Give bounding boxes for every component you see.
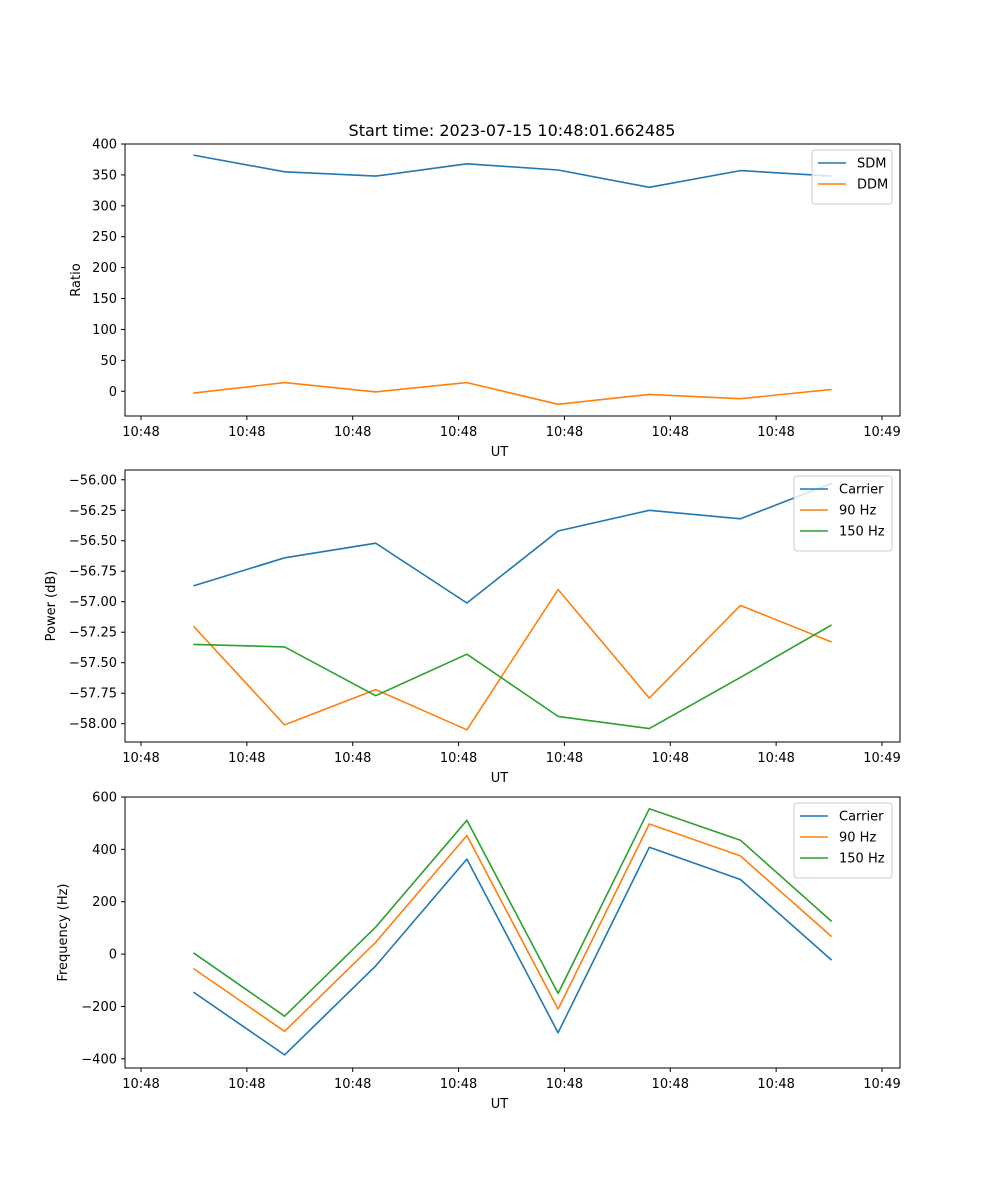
x-tick-label: 10:49 [863, 425, 900, 440]
x-axis-label: UT [491, 1097, 509, 1112]
x-tick-label: 10:48 [440, 425, 477, 440]
x-axis-label: UT [491, 771, 509, 786]
x-tick-label: 10:48 [228, 1077, 265, 1092]
legend-label: 150 Hz [839, 525, 885, 540]
legend-label: 150 Hz [839, 852, 885, 867]
y-tick-label: 400 [92, 138, 117, 153]
y-tick-label: −58.00 [69, 717, 117, 732]
plots: 0 50 100 150 200 250 300 350 400 10:48 10:48 10:48 1… [44, 138, 901, 1113]
x-tick-label: 10:48 [122, 751, 159, 766]
x-tick-label: 10:48 [228, 425, 265, 440]
y-axis-label: Power (dB) [44, 571, 59, 642]
y-tick-label: −56.25 [69, 504, 117, 519]
x-tick-label: 10:49 [863, 751, 900, 766]
legend-label: 90 Hz [839, 504, 876, 519]
y-tick-label: 0 [109, 385, 117, 400]
legend-box [793, 802, 893, 879]
legend: Carrier 90 Hz 150 Hz [793, 802, 893, 879]
y-axis-label: Ratio [69, 263, 84, 296]
x-tick-label: 10:48 [652, 425, 689, 440]
series-line-carrier [192, 846, 833, 1056]
series-line-150-hz [193, 624, 832, 730]
y-tick-label: 300 [92, 199, 117, 214]
y-tick-label: 250 [92, 230, 117, 245]
legend-label: Carrier [839, 810, 884, 825]
legend-label: DDM [857, 178, 888, 193]
y-axis-label: Frequency (Hz) [56, 883, 71, 981]
x-tick-label: 10:49 [863, 1077, 900, 1092]
series-line-sdm [193, 154, 832, 189]
y-tick-label: 200 [92, 261, 117, 276]
series-line-90-hz [192, 823, 833, 1033]
chart-panel-1: 0 50 100 150 200 250 300 350 400 10:48 10:48 10:48 1… [69, 138, 901, 461]
x-tick-label: 10:48 [652, 1077, 689, 1092]
plot-frame [124, 469, 901, 743]
legend: SDM DDM [811, 149, 893, 205]
x-axis-label: UT [491, 445, 509, 460]
series-line-90-hz [192, 588, 832, 731]
y-tick-label: −57.50 [69, 656, 117, 671]
y-tick-label: 200 [92, 895, 117, 910]
x-tick-label: 10:48 [546, 751, 583, 766]
y-tick-label: −57.00 [69, 595, 117, 610]
series-line-150-hz [192, 807, 833, 1018]
x-tick-label: 10:48 [334, 751, 371, 766]
y-tick-label: −400 [81, 1052, 117, 1067]
series-line-ddm [193, 381, 832, 406]
y-tick-label: −200 [81, 1000, 117, 1015]
y-tick-label: −56.50 [69, 534, 117, 549]
legend-label: SDM [857, 157, 886, 172]
x-tick-label: 10:48 [334, 425, 371, 440]
y-tick-label: 600 [92, 791, 117, 806]
legend-box [793, 475, 893, 552]
plot-frame [124, 143, 901, 417]
x-tick-label: 10:48 [757, 425, 794, 440]
x-tick-label: 10:48 [440, 751, 477, 766]
x-tick-label: 10:48 [652, 751, 689, 766]
legend-label: 90 Hz [839, 831, 876, 846]
chart-panel-3: −400 −200 0 200 400 600 10:48 10:48 10:48 10:48 10… [56, 791, 901, 1113]
y-tick-label: 50 [100, 354, 117, 369]
legend-label: Carrier [839, 483, 884, 498]
x-tick-label: 10:48 [757, 1077, 794, 1092]
series-line-carrier [193, 482, 832, 604]
plot-frame [124, 796, 901, 1069]
x-tick-label: 10:48 [122, 1077, 159, 1092]
y-tick-label: −57.75 [69, 687, 117, 702]
x-tick-label: 10:48 [546, 425, 583, 440]
figure-title: Start time: 2023-07-15 10:48:01.662485 [349, 121, 676, 140]
y-tick-label: −56.00 [69, 473, 117, 488]
x-tick-label: 10:48 [546, 1077, 583, 1092]
x-tick-label: 10:48 [228, 751, 265, 766]
chart-panel-2: −58.00 −57.75 −57.50 −57.25 −57.00 −56.75 −56.… [44, 469, 901, 786]
x-tick-label: 10:48 [334, 1077, 371, 1092]
y-tick-label: 350 [92, 168, 117, 183]
y-tick-label: 100 [92, 323, 117, 338]
y-tick-label: 150 [92, 292, 117, 307]
x-tick-label: 10:48 [440, 1077, 477, 1092]
y-tick-label: −57.25 [69, 626, 117, 641]
x-tick-label: 10:48 [122, 425, 159, 440]
y-tick-label: −56.75 [69, 565, 117, 580]
y-tick-label: 400 [92, 843, 117, 858]
x-tick-label: 10:48 [757, 751, 794, 766]
y-tick-label: 0 [109, 948, 117, 963]
legend: Carrier 90 Hz 150 Hz [793, 475, 893, 552]
